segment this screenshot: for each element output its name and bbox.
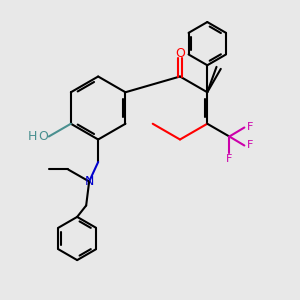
Text: N: N: [85, 175, 94, 188]
Text: H: H: [28, 130, 37, 143]
Text: O: O: [38, 130, 48, 143]
Text: F: F: [247, 122, 253, 133]
Text: O: O: [175, 47, 185, 61]
Text: F: F: [247, 140, 253, 151]
Text: F: F: [226, 154, 232, 164]
